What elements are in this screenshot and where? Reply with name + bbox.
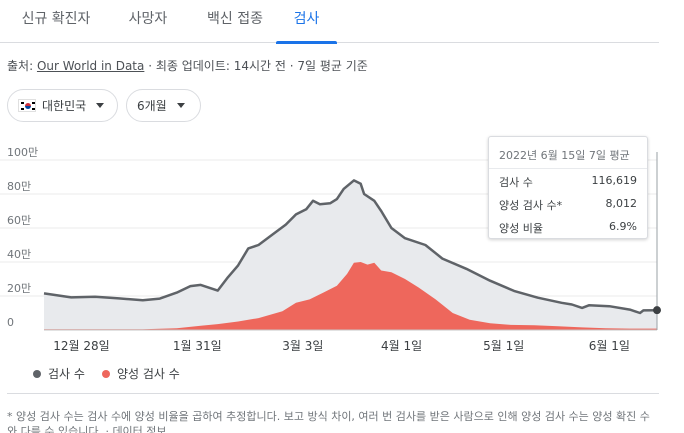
y-tick-label: 20만 — [7, 282, 31, 295]
tab-testing[interactable]: 검사 — [276, 0, 337, 44]
tab-label: 백신 접종 — [207, 11, 263, 27]
tab-vaccination[interactable]: 백신 접종 — [193, 0, 277, 43]
chevron-down-icon — [96, 103, 105, 108]
hover-point — [653, 306, 661, 315]
tab-bar: 신규 확진자 사망자 백신 접종 검사 — [0, 0, 659, 44]
tab-label: 사망자 — [128, 11, 168, 27]
legend-item-positive: 양성 검사 수 — [101, 365, 180, 382]
tooltip-label: 양성 비율 — [499, 222, 543, 235]
tooltip-row-positive: 양성 검사 수* 8,012 — [499, 197, 637, 213]
update-info: · 최종 업데이트: 14시간 전 · 7일 평균 기준 — [144, 59, 368, 73]
tooltip-label: 양성 검사 수* — [499, 199, 563, 212]
source-line: 출처: Our World in Data · 최종 업데이트: 14시간 전 … — [7, 57, 368, 74]
y-tick-label: 0 — [7, 316, 14, 329]
tooltip-value: 116,619 — [591, 174, 638, 187]
data-info-link[interactable]: 데이터 정보 — [112, 425, 167, 433]
y-tick-label: 40만 — [7, 248, 31, 261]
y-tick-label: 100만 — [7, 146, 38, 159]
testing-chart[interactable]: 0 20만 40만 60만 80만 100만 12월 28일 1월 31일 3월 3일 4월 1일… — [0, 130, 661, 360]
chart-svg[interactable]: 0 20만 40만 60만 80만 100만 12월 28일 1월 31일 3월 3일 4월 1일… — [0, 130, 661, 360]
legend-label: 검사 수 — [48, 367, 85, 381]
tooltip-value: 8,012 — [605, 197, 638, 210]
tab-label: 검사 — [293, 11, 320, 27]
x-tick-label: 3월 3일 — [282, 339, 323, 353]
tab-label: 신규 확진자 — [21, 11, 91, 27]
legend-dot-icon — [101, 369, 110, 378]
chart-tooltip: 2022년 6월 15일 7일 평균 검사 수 116,619 양성 검사 수*… — [488, 136, 648, 239]
legend-item-tests: 검사 수 — [33, 365, 85, 382]
tab-deaths[interactable]: 사망자 — [112, 0, 184, 43]
country-label: 대한민국 — [42, 99, 87, 113]
chevron-down-icon — [176, 103, 185, 108]
divider — [7, 393, 659, 394]
y-tick-label: 60만 — [7, 214, 31, 227]
footnote-text: * 양성 검사 수는 검사 수에 양성 비율을 곱하여 추정합니다. 보고 방식… — [7, 410, 650, 433]
tooltip-divider — [489, 168, 647, 169]
positive-area — [44, 262, 657, 330]
footnote: * 양성 검사 수는 검사 수에 양성 비율을 곱하여 추정합니다. 보고 방식… — [7, 409, 652, 433]
x-tick-label: 12월 28일 — [53, 339, 109, 353]
tests-line — [43, 179, 658, 315]
tooltip-row-tests: 검사 수 116,619 — [499, 174, 637, 190]
y-tick-label: 80만 — [7, 180, 31, 193]
period-label: 6개월 — [137, 99, 167, 113]
source-prefix: 출처: — [7, 59, 37, 73]
country-dropdown[interactable]: 대한민국 — [7, 89, 118, 122]
x-tick-label: 6월 1일 — [589, 339, 630, 353]
chart-legend: 검사 수 양성 검사 수 — [33, 365, 197, 382]
tooltip-value: 6.9% — [609, 220, 637, 233]
tests-area — [44, 180, 657, 330]
legend-label: 양성 검사 수 — [116, 367, 180, 381]
tooltip-row-rate: 양성 비율 6.9% — [499, 220, 637, 236]
x-tick-label: 4월 1일 — [381, 339, 422, 353]
legend-dot-icon — [33, 369, 41, 378]
x-tick-label: 5월 1일 — [483, 339, 524, 353]
korea-flag-icon — [18, 99, 36, 112]
x-tick-label: 1월 31일 — [173, 339, 222, 353]
source-link[interactable]: Our World in Data — [36, 59, 145, 73]
period-dropdown[interactable]: 6개월 — [126, 89, 201, 122]
tab-new-cases[interactable]: 신규 확진자 — [8, 0, 104, 43]
tooltip-title: 2022년 6월 15일 7일 평균 — [499, 149, 630, 162]
tooltip-label: 검사 수 — [499, 176, 533, 189]
